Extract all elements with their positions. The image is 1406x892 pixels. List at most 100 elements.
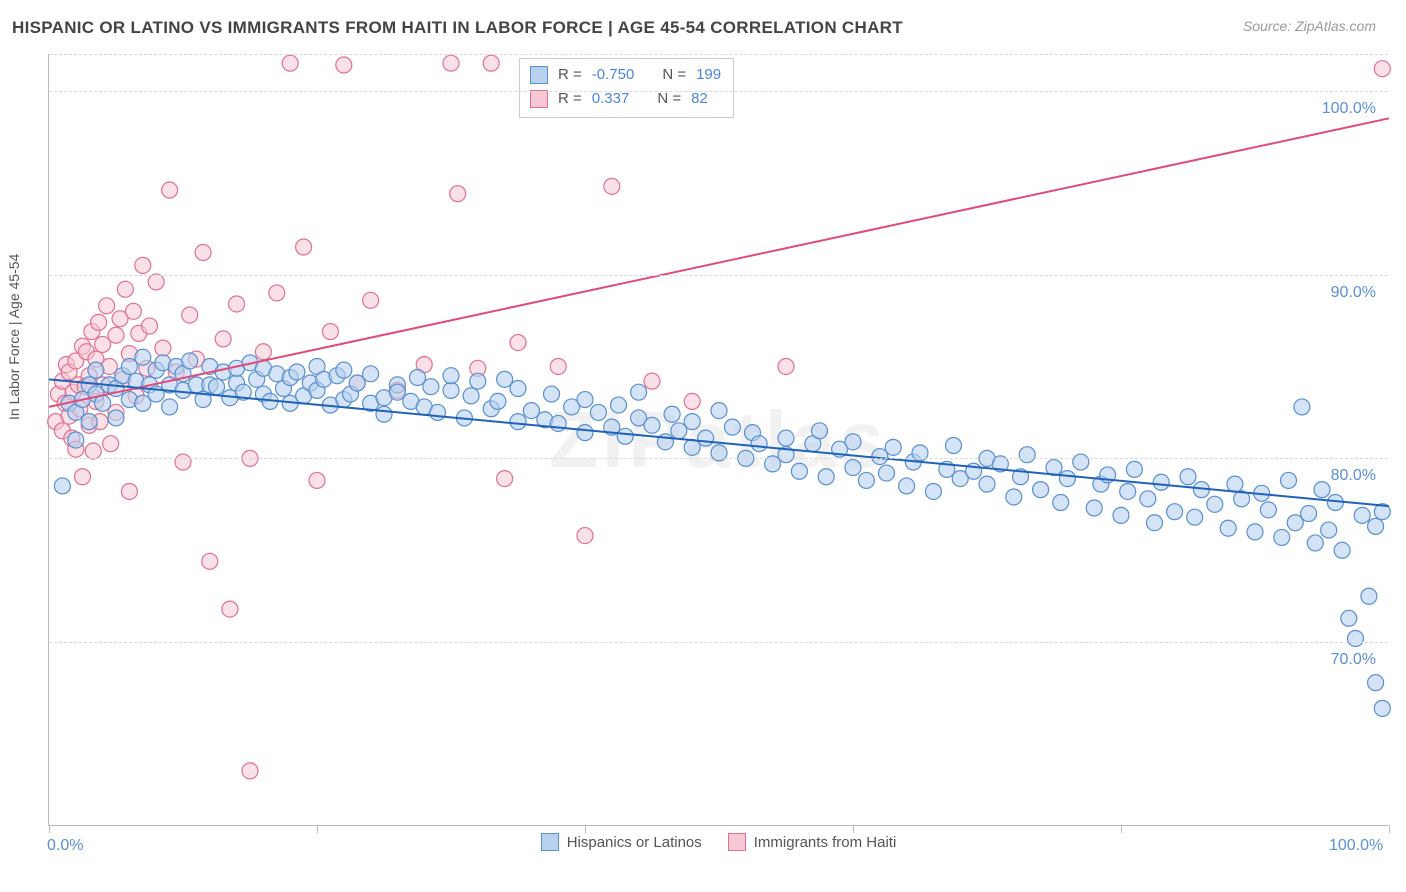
data-point (1341, 610, 1357, 626)
data-point (155, 340, 171, 356)
data-point (1113, 507, 1129, 523)
data-point (812, 423, 828, 439)
legend-swatch-blue (530, 66, 548, 84)
x-tick (49, 825, 50, 833)
data-point (1019, 447, 1035, 463)
x-tick (317, 825, 318, 833)
data-point (1180, 469, 1196, 485)
data-point (925, 483, 941, 499)
stats-row: R = -0.750 N = 199 (530, 63, 721, 87)
data-point (1274, 529, 1290, 545)
data-point (1086, 500, 1102, 516)
data-point (242, 763, 258, 779)
data-point (103, 436, 119, 452)
data-point (1361, 588, 1377, 604)
data-point (108, 327, 124, 343)
data-point (1033, 482, 1049, 498)
data-point (1307, 535, 1323, 551)
data-point (577, 528, 593, 544)
data-point (946, 438, 962, 454)
data-point (631, 384, 647, 400)
data-point (1301, 506, 1317, 522)
x-tick-label: 100.0% (1329, 837, 1383, 855)
data-point (617, 428, 633, 444)
data-point (162, 399, 178, 415)
data-point (202, 553, 218, 569)
data-point (430, 404, 446, 420)
data-point (255, 344, 271, 360)
data-point (182, 307, 198, 323)
data-point (879, 465, 895, 481)
data-point (1314, 482, 1330, 498)
stats-n-label: N = (662, 63, 686, 87)
data-point (644, 373, 660, 389)
data-point (577, 425, 593, 441)
legend-swatch-blue (541, 833, 559, 851)
data-point (1368, 675, 1384, 691)
data-point (81, 414, 97, 430)
x-tick-label: 0.0% (47, 837, 83, 855)
data-point (470, 373, 486, 389)
data-point (142, 318, 158, 334)
data-point (858, 472, 874, 488)
chart-plot-area: ZIPatlas R = -0.750 N = 199 R = 0.337 N … (48, 54, 1388, 826)
data-point (75, 469, 91, 485)
data-point (1153, 474, 1169, 490)
legend-swatch-pink (530, 90, 548, 108)
data-point (1374, 700, 1390, 716)
data-point (1207, 496, 1223, 512)
grid-line (49, 642, 1388, 643)
stats-r-value: -0.750 (592, 63, 635, 87)
legend-label: Hispanics or Latinos (567, 834, 702, 851)
data-point (182, 353, 198, 369)
data-point (54, 478, 70, 494)
data-point (1354, 507, 1370, 523)
data-point (1120, 483, 1136, 499)
data-point (322, 324, 338, 340)
data-point (510, 381, 526, 397)
data-point (550, 358, 566, 374)
data-point (1294, 399, 1310, 415)
data-point (108, 410, 124, 426)
data-point (1126, 461, 1142, 477)
data-point (215, 331, 231, 347)
stats-n-value: 199 (696, 63, 721, 87)
x-tick (585, 825, 586, 833)
data-point (711, 403, 727, 419)
data-point (269, 285, 285, 301)
y-tick-label: 90.0% (1331, 284, 1376, 302)
data-point (698, 430, 714, 446)
data-point (845, 434, 861, 450)
y-tick-label: 80.0% (1331, 467, 1376, 485)
data-point (1073, 454, 1089, 470)
correlation-stats-box: R = -0.750 N = 199 R = 0.337 N = 82 (519, 58, 734, 118)
source-attribution: Source: ZipAtlas.com (1243, 18, 1376, 34)
data-point (510, 335, 526, 351)
data-point (483, 55, 499, 71)
data-point (664, 406, 680, 422)
data-point (85, 443, 101, 459)
data-point (979, 476, 995, 492)
data-point (463, 388, 479, 404)
data-point (222, 601, 238, 617)
data-point (229, 296, 245, 312)
data-point (1321, 522, 1337, 538)
grid-line (49, 275, 1388, 276)
data-point (309, 472, 325, 488)
legend-label: Immigrants from Haiti (754, 834, 897, 851)
data-point (117, 281, 133, 297)
data-point (490, 393, 506, 409)
data-point (99, 298, 115, 314)
data-point (590, 404, 606, 420)
data-point (91, 314, 107, 330)
data-point (336, 57, 352, 73)
data-point (296, 239, 312, 255)
data-point (1334, 542, 1350, 558)
data-point (899, 478, 915, 494)
data-point (443, 368, 459, 384)
trend-line (49, 379, 1389, 506)
data-point (336, 362, 352, 378)
x-tick (1389, 825, 1390, 833)
data-point (1220, 520, 1236, 536)
trend-line (49, 118, 1389, 407)
